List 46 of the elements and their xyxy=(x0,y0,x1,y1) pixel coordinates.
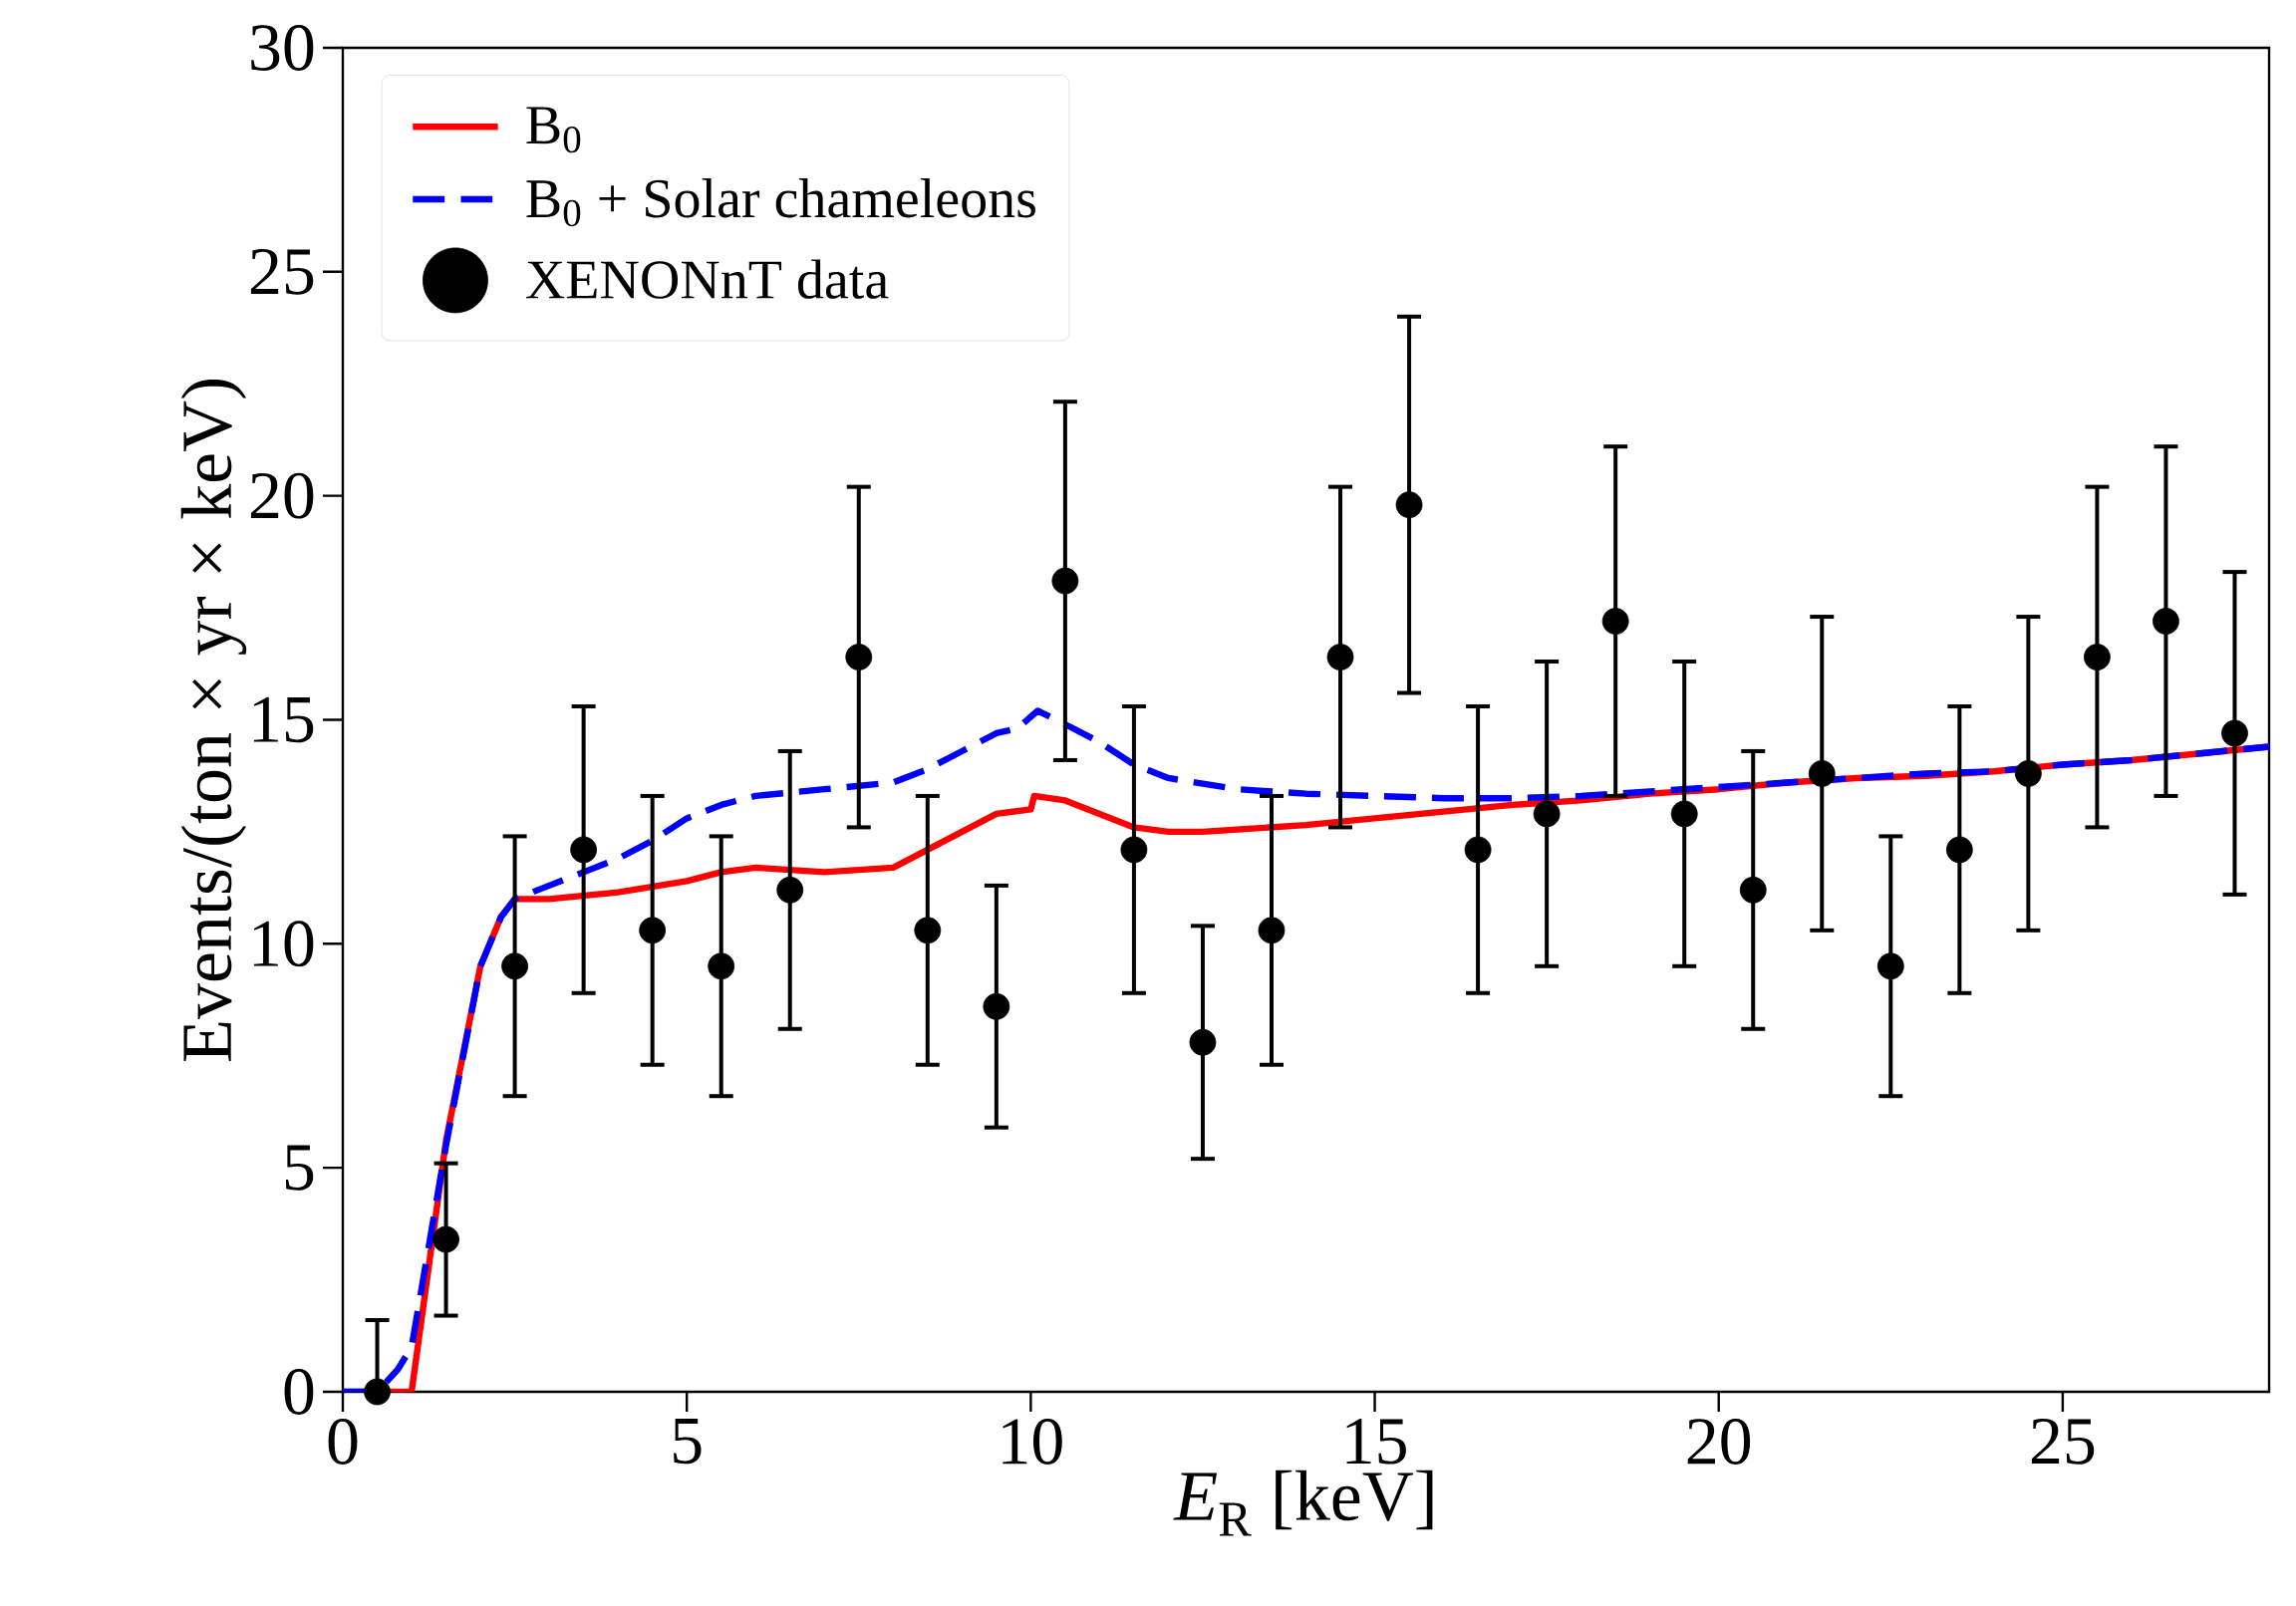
point xyxy=(845,644,873,670)
point xyxy=(639,917,667,944)
x-tick-label: 20 xyxy=(1687,1419,1751,1465)
point xyxy=(2221,719,2248,747)
point xyxy=(1876,952,1904,980)
y-tick-label: 10 xyxy=(253,921,314,967)
point xyxy=(1258,917,1286,944)
point xyxy=(1945,836,1973,864)
x-tick-label: 5 xyxy=(674,1419,702,1465)
x-axis-title: E$_{R}$ [keV] xyxy=(1173,1470,1433,1536)
point xyxy=(2084,644,2111,670)
y-tick-label: 5 xyxy=(285,1145,314,1191)
point xyxy=(1533,800,1561,828)
legend-label: B$_{0}$ xyxy=(526,107,581,153)
y-tick-label: 20 xyxy=(250,472,314,519)
point xyxy=(914,917,942,944)
point xyxy=(2014,760,2042,787)
point xyxy=(708,952,735,980)
x-tick-label: 25 xyxy=(2031,1419,2095,1465)
point xyxy=(1051,567,1079,595)
y-tick-label: 30 xyxy=(251,25,314,71)
point xyxy=(1326,644,1354,670)
x-tick-label: 15 xyxy=(1346,1419,1406,1465)
point xyxy=(570,836,598,864)
point xyxy=(1808,760,1836,787)
point xyxy=(364,1378,391,1406)
point xyxy=(2152,608,2179,635)
point xyxy=(1120,836,1148,864)
legend-label: XENONnT data xyxy=(526,259,889,299)
legend-label: B$_{0}$ + Solar chameleons xyxy=(526,178,1035,227)
y-axis-title: Events/(ton × yr × keV) xyxy=(180,380,247,1061)
point xyxy=(1739,876,1767,904)
point xyxy=(501,952,528,980)
point xyxy=(1464,836,1492,864)
point xyxy=(1601,608,1629,635)
x-tick-label: 0 xyxy=(328,1419,358,1465)
point xyxy=(432,1225,459,1253)
point xyxy=(776,876,804,904)
y-tick-label: 15 xyxy=(253,696,314,743)
point xyxy=(1670,800,1698,828)
point xyxy=(1189,1028,1217,1056)
y-tick-label: 0 xyxy=(284,1369,314,1415)
point xyxy=(983,992,1010,1020)
y-tick-label: 25 xyxy=(250,248,314,295)
x-tick-label: 10 xyxy=(1003,1419,1062,1465)
point xyxy=(1395,491,1423,519)
